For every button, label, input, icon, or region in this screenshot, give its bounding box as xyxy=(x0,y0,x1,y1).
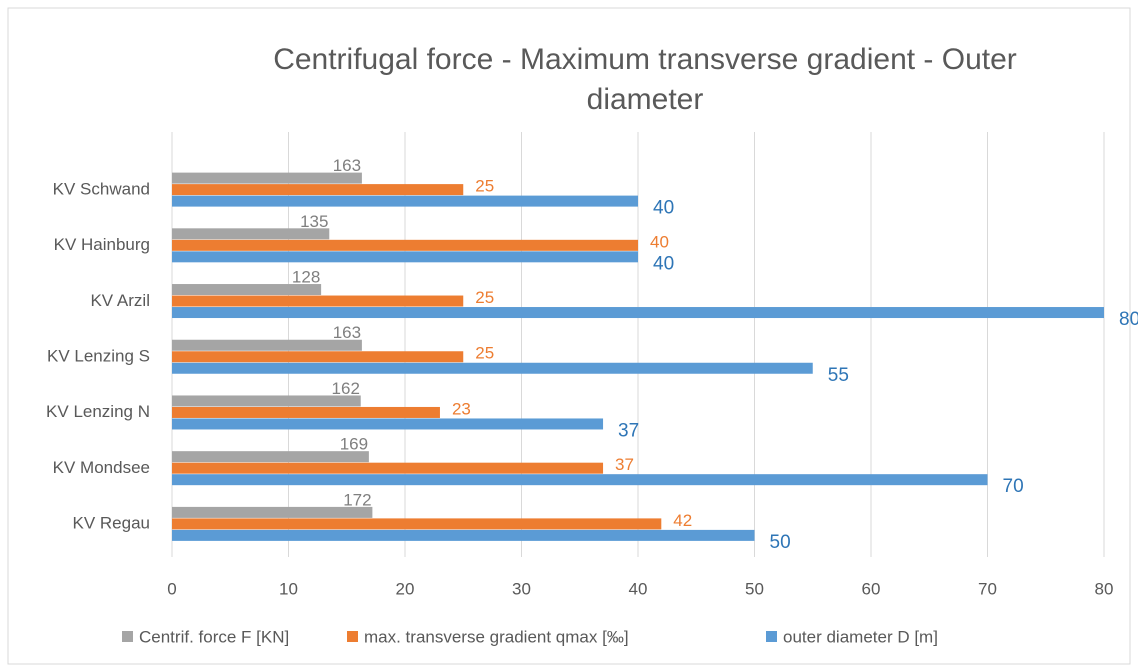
data-label: 80 xyxy=(1119,309,1138,330)
legend-label: max. transverse gradient qmax [‰] xyxy=(364,627,629,646)
x-tick-label: 70 xyxy=(978,579,997,598)
data-label: 40 xyxy=(650,232,669,251)
legend-label: Centrif. force F [KN] xyxy=(139,627,289,646)
data-label: 37 xyxy=(618,420,639,441)
bar xyxy=(172,295,464,307)
bar xyxy=(172,339,362,351)
data-label: 42 xyxy=(673,511,692,530)
bar xyxy=(172,184,464,196)
data-label: 50 xyxy=(770,532,791,553)
y-tick-label: KV Schwand xyxy=(53,179,150,198)
y-tick-label: KV Mondsee xyxy=(53,458,150,477)
bar xyxy=(172,195,638,207)
data-label: 25 xyxy=(475,177,494,196)
legend-label: outer diameter D [m] xyxy=(783,627,938,646)
y-tick-label: KV Lenzing S xyxy=(47,346,150,365)
bar xyxy=(172,506,373,518)
data-label: 25 xyxy=(475,288,494,307)
bar xyxy=(172,239,638,251)
data-label: 135 xyxy=(300,212,328,231)
x-tick-label: 30 xyxy=(512,579,531,598)
x-tick-label: 0 xyxy=(167,579,176,598)
bar xyxy=(172,451,369,463)
x-tick-label: 40 xyxy=(629,579,648,598)
bar xyxy=(172,474,988,486)
y-tick-label: KV Arzil xyxy=(90,291,150,310)
y-tick-label: KV Regau xyxy=(73,514,151,533)
bar xyxy=(172,172,362,184)
x-tick-label: 50 xyxy=(745,579,764,598)
y-tick-label: KV Hainburg xyxy=(54,235,150,254)
data-label: 40 xyxy=(653,198,674,219)
bar xyxy=(172,228,330,240)
bar xyxy=(172,284,322,296)
bar xyxy=(172,307,1104,319)
data-label: 172 xyxy=(343,490,371,509)
data-label: 23 xyxy=(452,399,471,418)
y-tick-label: KV Lenzing N xyxy=(46,402,150,421)
legend-swatch xyxy=(766,631,777,642)
data-label: 162 xyxy=(332,379,360,398)
bar xyxy=(172,529,755,541)
bar xyxy=(172,362,813,374)
bar xyxy=(172,418,604,430)
data-label: 40 xyxy=(653,253,674,274)
legend-swatch xyxy=(347,631,358,642)
x-tick-label: 60 xyxy=(862,579,881,598)
data-label: 169 xyxy=(340,435,368,454)
bar xyxy=(172,251,638,263)
data-label: 163 xyxy=(333,156,361,175)
x-tick-label: 10 xyxy=(279,579,298,598)
bar xyxy=(172,351,464,363)
bar xyxy=(172,462,604,474)
data-label: 128 xyxy=(292,268,320,287)
bar xyxy=(172,406,440,418)
data-label: 163 xyxy=(333,323,361,342)
bar xyxy=(172,518,662,530)
data-label: 55 xyxy=(828,365,849,386)
chart-title: Centrifugal force - Maximum transverse g… xyxy=(273,43,1017,116)
data-label: 37 xyxy=(615,455,634,474)
data-label: 25 xyxy=(475,344,494,363)
x-tick-label: 20 xyxy=(396,579,415,598)
bar xyxy=(172,395,361,407)
chart-border xyxy=(7,7,1131,665)
legend-swatch xyxy=(122,631,133,642)
x-tick-label: 80 xyxy=(1095,579,1114,598)
data-label: 70 xyxy=(1003,476,1024,497)
